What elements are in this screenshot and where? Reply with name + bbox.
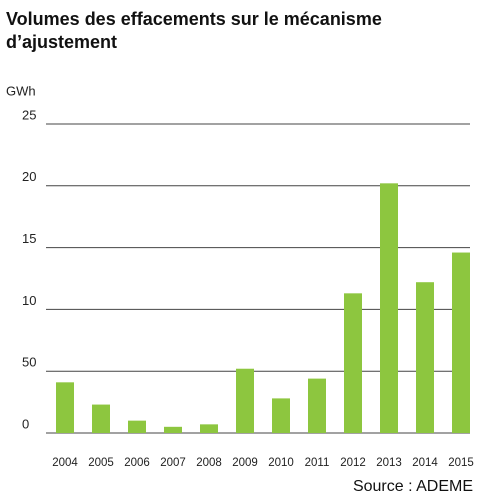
y-tick-label: 50 [22,355,36,370]
bar [452,252,470,433]
bar [236,368,254,433]
source: Source : ADEME [353,478,473,495]
y-tick-label: 10 [22,293,36,308]
bar [308,378,326,433]
y-axis-label: GWh [6,83,36,98]
x-tick-label: 2014 [412,457,438,469]
x-tick-label: 2009 [232,457,258,469]
y-tick-label: 15 [22,231,36,246]
x-tick-label: 2012 [340,457,366,469]
y-tick-label: 25 [22,107,36,122]
x-tick-label: 2004 [52,457,78,469]
x-tick-label: 2005 [88,457,114,469]
x-tick-label: 2011 [305,457,330,469]
bar [380,183,398,433]
x-tick-label: 2013 [376,457,402,469]
y-tick-label: 0 [22,416,29,431]
x-tick-label: 2015 [448,457,474,469]
x-tick-label: 2008 [196,457,222,469]
bar [344,293,362,433]
x-tick-label: 2006 [124,457,150,469]
x-tick-label: 2007 [160,457,186,469]
chart-title: Volumes des effacements sur le mécanisme… [6,9,382,52]
bar [416,282,434,433]
bar [200,424,218,433]
x-tick-label: 2010 [268,457,294,469]
bar [128,420,146,433]
bar [56,382,74,433]
bar [272,398,290,433]
y-tick-label: 20 [22,169,36,184]
bar [92,404,110,433]
bar [164,426,182,433]
